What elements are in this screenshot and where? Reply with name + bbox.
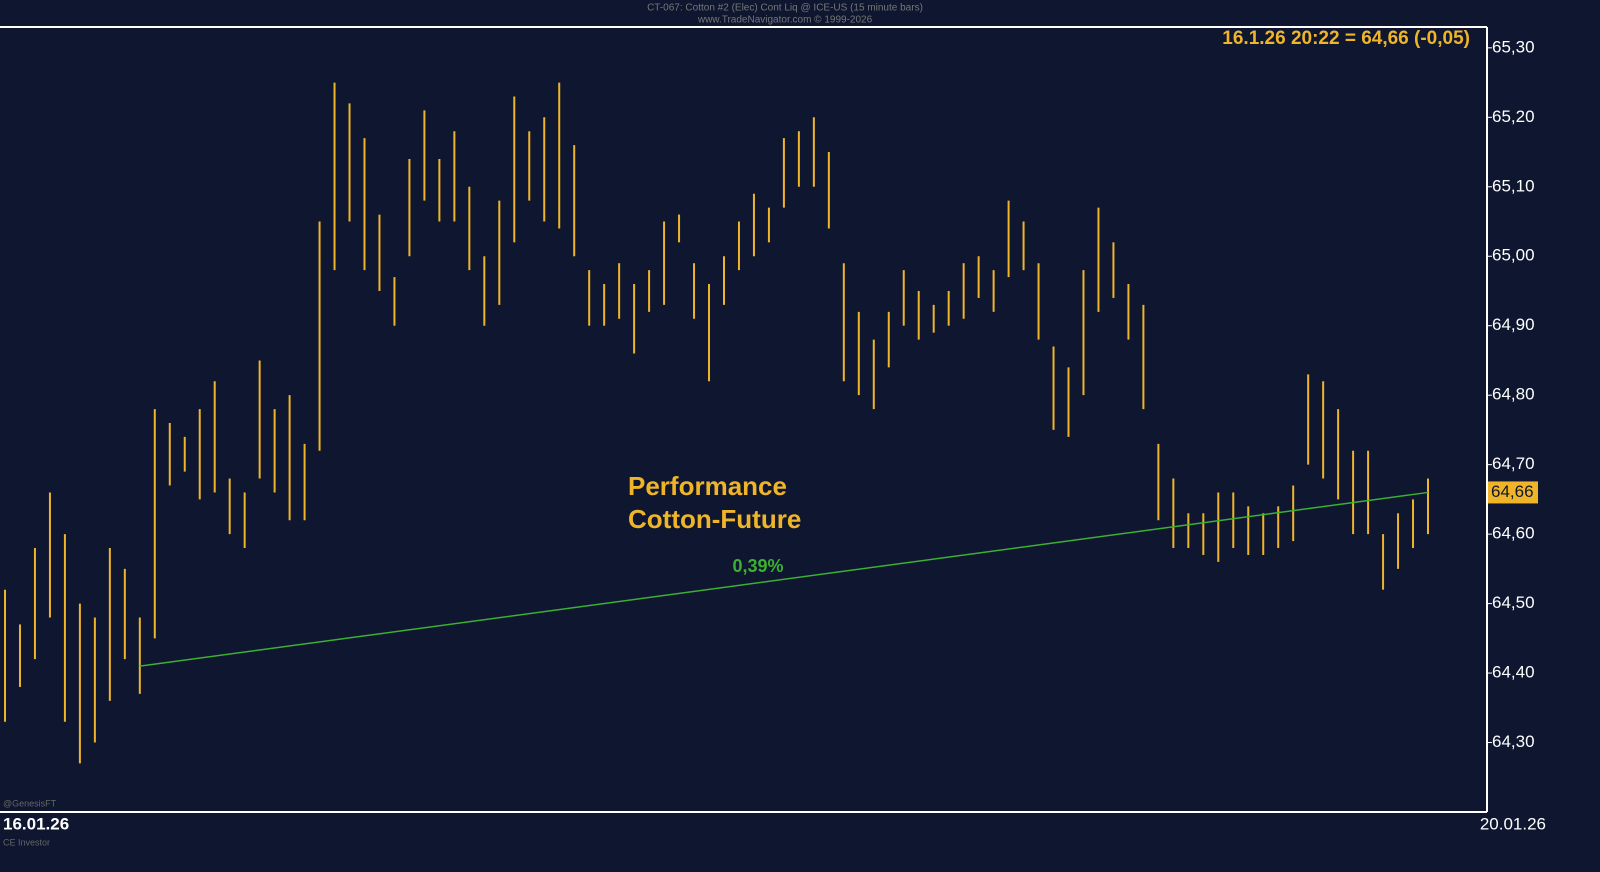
y-tick-label: 64,70 bbox=[1492, 454, 1535, 473]
y-tick-label: 64,90 bbox=[1492, 315, 1535, 334]
last-price-tag bbox=[1488, 481, 1538, 504]
annotation: Cotton-Future bbox=[628, 504, 801, 534]
y-tick-label: 64,30 bbox=[1492, 732, 1535, 751]
y-tick-label: 65,30 bbox=[1492, 37, 1535, 56]
y-tick-label: 65,10 bbox=[1492, 176, 1535, 195]
last-price-label: 64,66 bbox=[1491, 482, 1534, 501]
y-tick-label: 64,40 bbox=[1492, 663, 1535, 682]
info-label: 16.1.26 20:22 = 64,66 (-0,05) bbox=[1222, 28, 1470, 49]
y-tick-label: 64,60 bbox=[1492, 524, 1535, 543]
trend-label: 0,39% bbox=[732, 556, 783, 576]
annotation: Performance bbox=[628, 471, 787, 501]
x-tick-label: 16.01.26 bbox=[3, 814, 69, 833]
watermark: @GenesisFT bbox=[3, 798, 57, 808]
watermark: CE Investor bbox=[3, 837, 50, 847]
trend-line bbox=[139, 491, 1429, 667]
y-tick-label: 64,50 bbox=[1492, 593, 1535, 612]
y-tick-label: 65,20 bbox=[1492, 107, 1535, 126]
chart-title: CT-067: Cotton #2 (Elec) Cont Liq @ ICE-… bbox=[647, 3, 923, 14]
y-tick-label: 64,80 bbox=[1492, 385, 1535, 404]
x-tick-label: 20.01.26 bbox=[1480, 814, 1546, 833]
y-tick-label: 65,00 bbox=[1492, 246, 1535, 265]
chart-subtitle: www.TradeNavigator.com © 1999-2026 bbox=[697, 15, 873, 26]
